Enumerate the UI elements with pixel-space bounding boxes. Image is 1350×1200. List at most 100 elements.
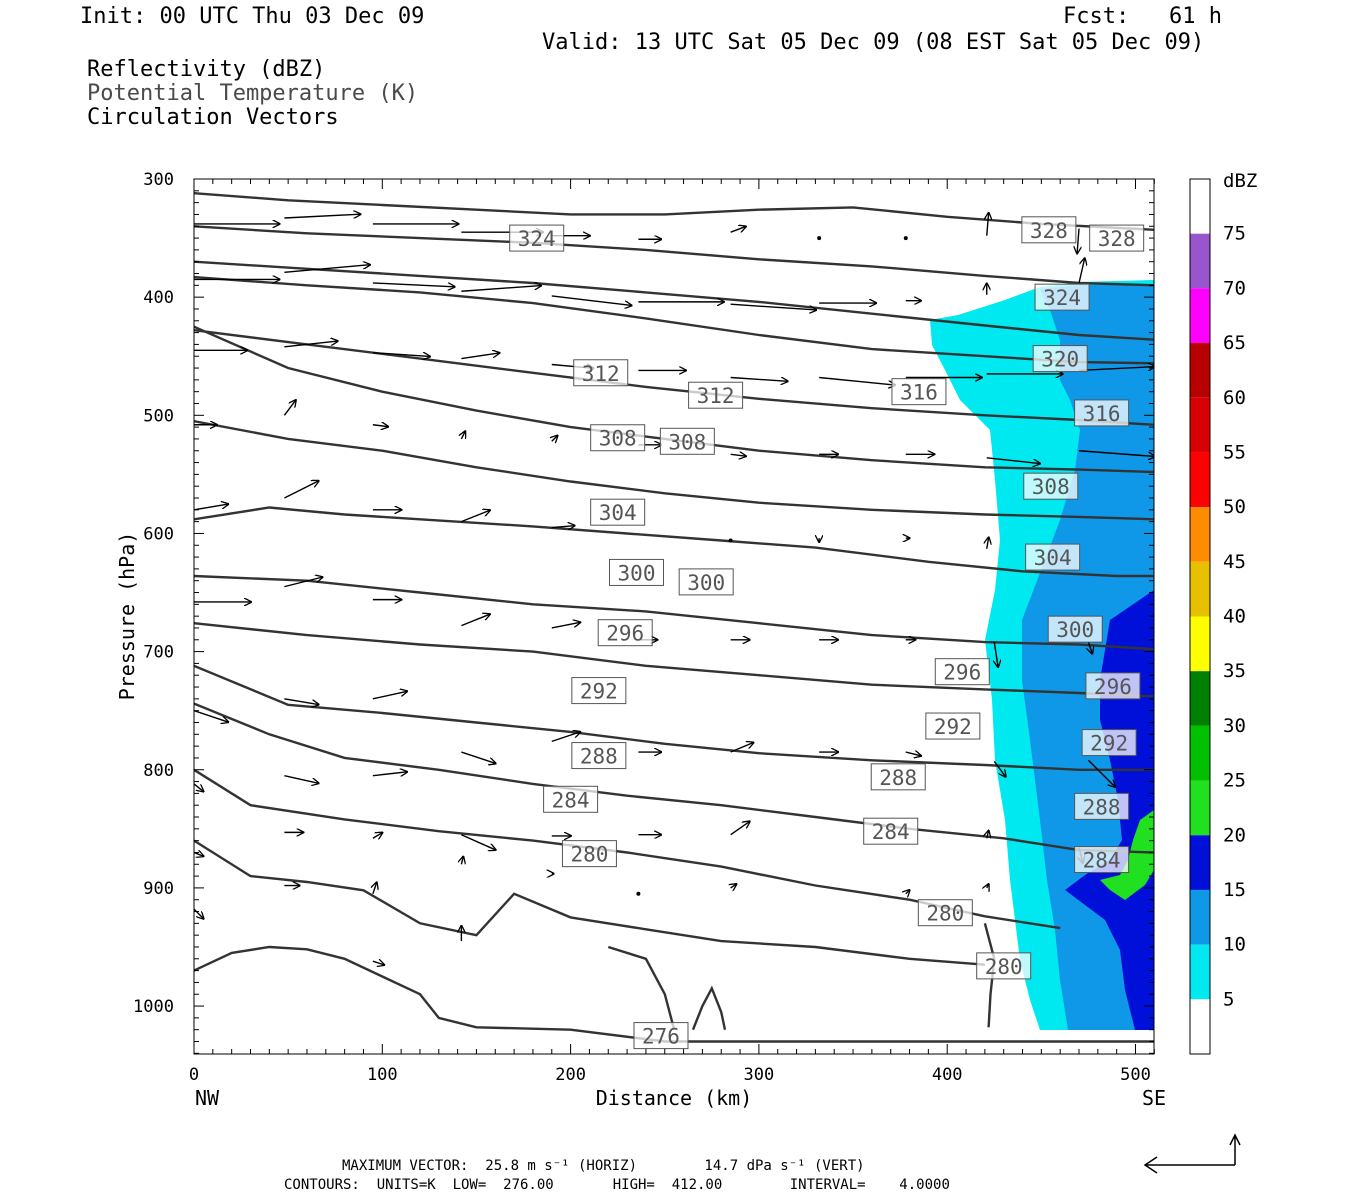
vector-arrow [730, 821, 750, 836]
contour-label: 288 [870, 763, 926, 791]
vector-dot [817, 236, 822, 241]
vector-arrow [461, 431, 465, 439]
vector-arrow [551, 526, 575, 528]
isentrope-line [194, 275, 1154, 365]
contour-label-text: 312 [582, 362, 620, 386]
vector-arrow [987, 537, 989, 549]
x-tick-label: 100 [367, 1065, 398, 1085]
reflectivity-15-20 [1065, 590, 1154, 1030]
colorbar-tick-label: 75 [1223, 223, 1246, 245]
isentrope-line [194, 192, 1154, 231]
colorbar-tick-label: 25 [1223, 770, 1246, 792]
vector-dot [903, 236, 908, 241]
vector-dot [728, 538, 733, 543]
contour-label: 304 [1025, 543, 1081, 571]
vector-arrow [987, 884, 989, 888]
legend-circulation-vectors: Circulation Vectors [87, 105, 339, 130]
vector-arrow [730, 376, 788, 381]
circulation-vectors [194, 213, 1154, 965]
x-tick-label: 300 [744, 1065, 775, 1085]
vector-arrow [730, 454, 746, 456]
contour-label-text: 296 [606, 622, 644, 646]
vector-arrow [551, 622, 581, 629]
colorbar-tick-label: 65 [1223, 332, 1246, 354]
isentrope-line [194, 506, 1154, 578]
x-endpoint-se: SE [1142, 1086, 1166, 1110]
y-axis-label: Pressure (hPa) [115, 532, 139, 701]
axis-tick-labels: 0 100 200 300 400 500 300 400 500 600 700 800 900 100… [133, 170, 1151, 1085]
reference-vector-icon [1143, 1133, 1241, 1174]
contour-label: 300 [678, 568, 734, 596]
vector-arrow [819, 376, 895, 385]
contour-label: 324 [509, 224, 565, 252]
vector-arrow [372, 351, 430, 357]
vector-arrow [731, 884, 737, 888]
colorbar-tick-label: 50 [1223, 496, 1246, 518]
y-tick-label: 700 [143, 643, 174, 663]
colorbar-tick-label: 35 [1223, 660, 1246, 682]
colorbar-tick-label: 70 [1223, 277, 1246, 299]
colorbar-tick-label: 40 [1223, 606, 1246, 628]
contour-label: 328 [1021, 216, 1077, 244]
vector-arrow [551, 732, 581, 743]
vector-arrow [552, 436, 558, 442]
colorbar-tick-label: 45 [1223, 551, 1246, 573]
vector-arrow [194, 504, 228, 511]
vector-arrow [551, 295, 632, 306]
vector-arrow [986, 457, 1040, 464]
vector-arrow [372, 425, 388, 427]
y-tick-label: 1000 [133, 997, 174, 1017]
contour-label-text: 304 [599, 501, 637, 525]
legend-potential-temperature: Potential Temperature (K) [87, 81, 419, 106]
vector-arrow [284, 774, 318, 784]
max-vector-note: MAXIMUM VECTOR: 25.8 m s⁻¹ (HORIZ) 14.7 … [342, 1158, 865, 1174]
vector-arrow [1078, 258, 1085, 284]
colorbar-segment [1190, 835, 1210, 890]
vector-arrow [461, 510, 490, 523]
isentrope-line [194, 420, 1154, 521]
vector-arrow [987, 213, 989, 236]
contour-label-text: 316 [1083, 402, 1121, 426]
vector-arrow [194, 783, 204, 792]
contour-label-text: 324 [518, 227, 556, 251]
contour-label: 308 [590, 424, 646, 452]
vector-arrow [283, 400, 295, 416]
colorbar-segment [1190, 288, 1210, 344]
vector-arrow [372, 282, 455, 287]
contour-label: 324 [1034, 283, 1090, 311]
vector-dot [636, 891, 641, 896]
y-tick-label: 800 [143, 761, 174, 781]
vector-arrow [461, 834, 495, 850]
x-endpoint-nw: NW [195, 1086, 220, 1110]
colorbar-frame [1189, 178, 1211, 1055]
colorbar-segment [1190, 507, 1210, 562]
colorbar-segment [1190, 999, 1210, 1054]
contour-label-text: 320 [1041, 348, 1079, 372]
contour-label-text: 300 [687, 571, 725, 595]
vector-arrow [461, 614, 490, 627]
contour-label: 280 [976, 952, 1032, 980]
contour-label-text: 284 [552, 788, 590, 812]
vector-arrow [993, 761, 1005, 776]
colorbar-segment [1190, 343, 1210, 398]
contour-label: 284 [1074, 846, 1130, 874]
contour-label: 292 [1081, 729, 1137, 757]
contour-label-text: 288 [1083, 795, 1121, 819]
forecast-hour: Fcst: 61 h [1063, 4, 1222, 29]
contour-label: 312 [573, 359, 629, 387]
x-tick-label: 500 [1120, 1065, 1151, 1085]
colorbar-segment [1190, 452, 1210, 508]
contour-label: 304 [590, 498, 646, 526]
colorbar-tick-label: 20 [1223, 824, 1246, 846]
reflectivity-colorbar: dBZ 75 70 65 60 55 50 45 40 35 30 25 20 15 10 5 [1189, 170, 1257, 1055]
contour-label-text: 304 [1034, 546, 1072, 570]
contour-label: 316 [891, 378, 947, 406]
contour-label-text: 284 [872, 820, 910, 844]
colorbar-segment [1190, 179, 1210, 234]
axis-ticks [193, 178, 1155, 1054]
colorbar-tick-label: 10 [1223, 934, 1246, 956]
contour-label-text: 280 [985, 955, 1023, 979]
colorbar-tick-label: 55 [1223, 441, 1246, 463]
y-tick-label: 400 [143, 288, 174, 308]
contour-label-text: 288 [580, 745, 618, 769]
